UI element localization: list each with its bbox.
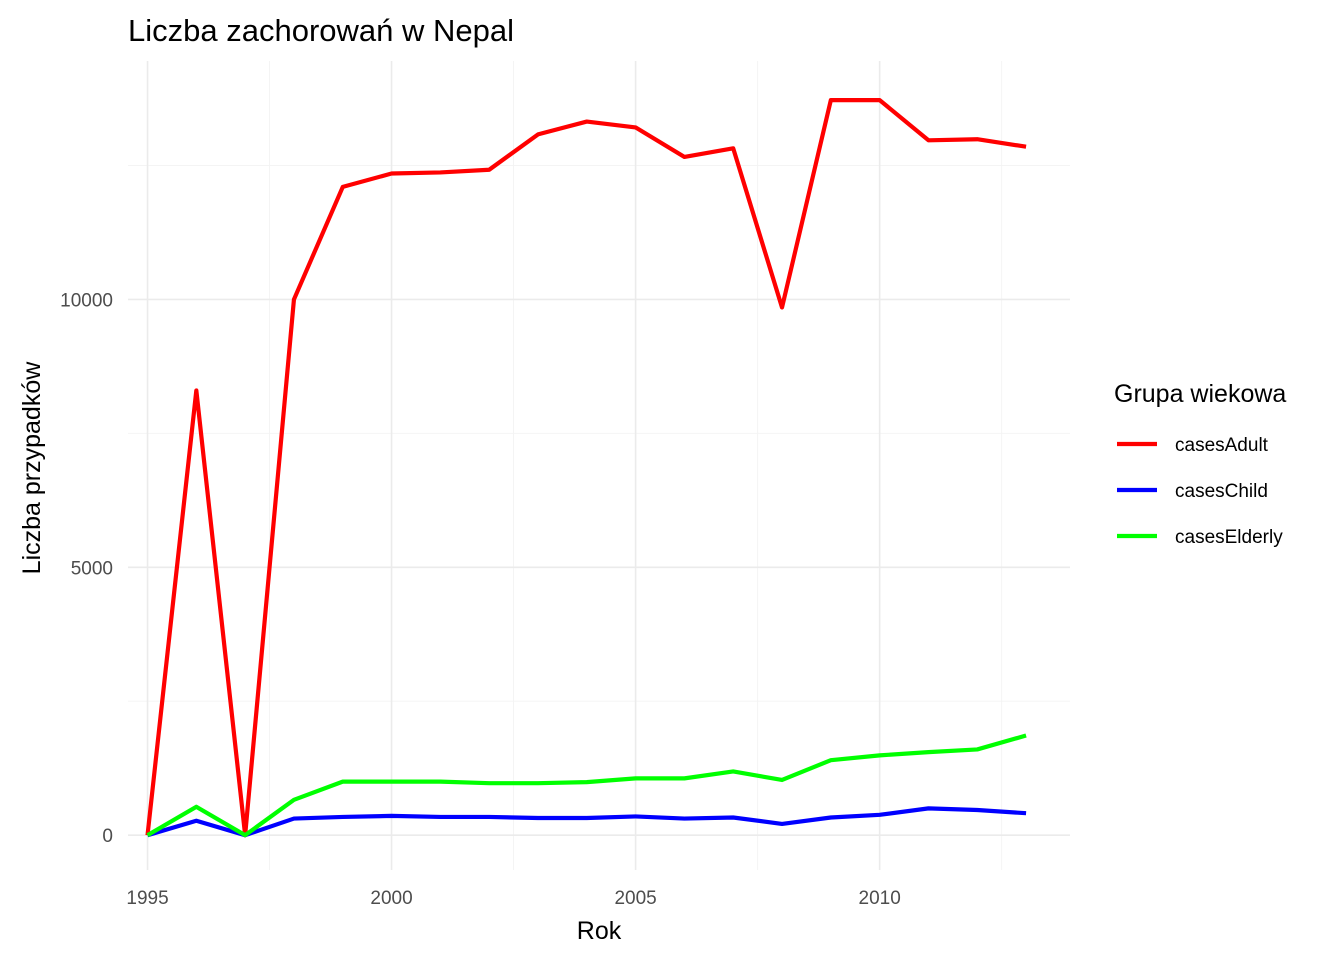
y-tick-label: 10000: [60, 290, 113, 311]
x-axis-ticks: 1995 2000 2005 2010: [126, 888, 900, 909]
y-tick-label: 0: [102, 826, 113, 847]
series-line-casesElderly: [146, 733, 1027, 838]
legend: Grupa wiekowa casesAdult casesChild casesE…: [1114, 380, 1286, 548]
chart-title: Liczba zachorowań w Nepal: [128, 13, 514, 48]
x-axis-title: Rok: [577, 917, 622, 945]
x-tick-label: 2000: [370, 888, 412, 909]
series-line-casesAdult: [145, 98, 1027, 838]
legend-label-casesChild: casesChild: [1175, 481, 1268, 502]
plot-grid: [128, 61, 1070, 870]
legend-title: Grupa wiekowa: [1114, 380, 1286, 408]
x-tick-label: 2005: [614, 888, 656, 909]
x-tick-label: 1995: [126, 888, 168, 909]
legend-label-casesElderly: casesElderly: [1175, 527, 1283, 548]
x-tick-label: 2010: [859, 888, 901, 909]
legend-items: casesAdult casesChild casesElderly: [1117, 435, 1283, 548]
series-line-casesChild: [146, 806, 1027, 838]
plot-series: [145, 98, 1027, 838]
legend-label-casesAdult: casesAdult: [1175, 435, 1269, 456]
y-axis-title: Liczba przypadków: [18, 361, 46, 575]
y-axis-ticks: 0 5000 10000: [60, 290, 113, 847]
y-tick-label: 5000: [71, 558, 113, 579]
